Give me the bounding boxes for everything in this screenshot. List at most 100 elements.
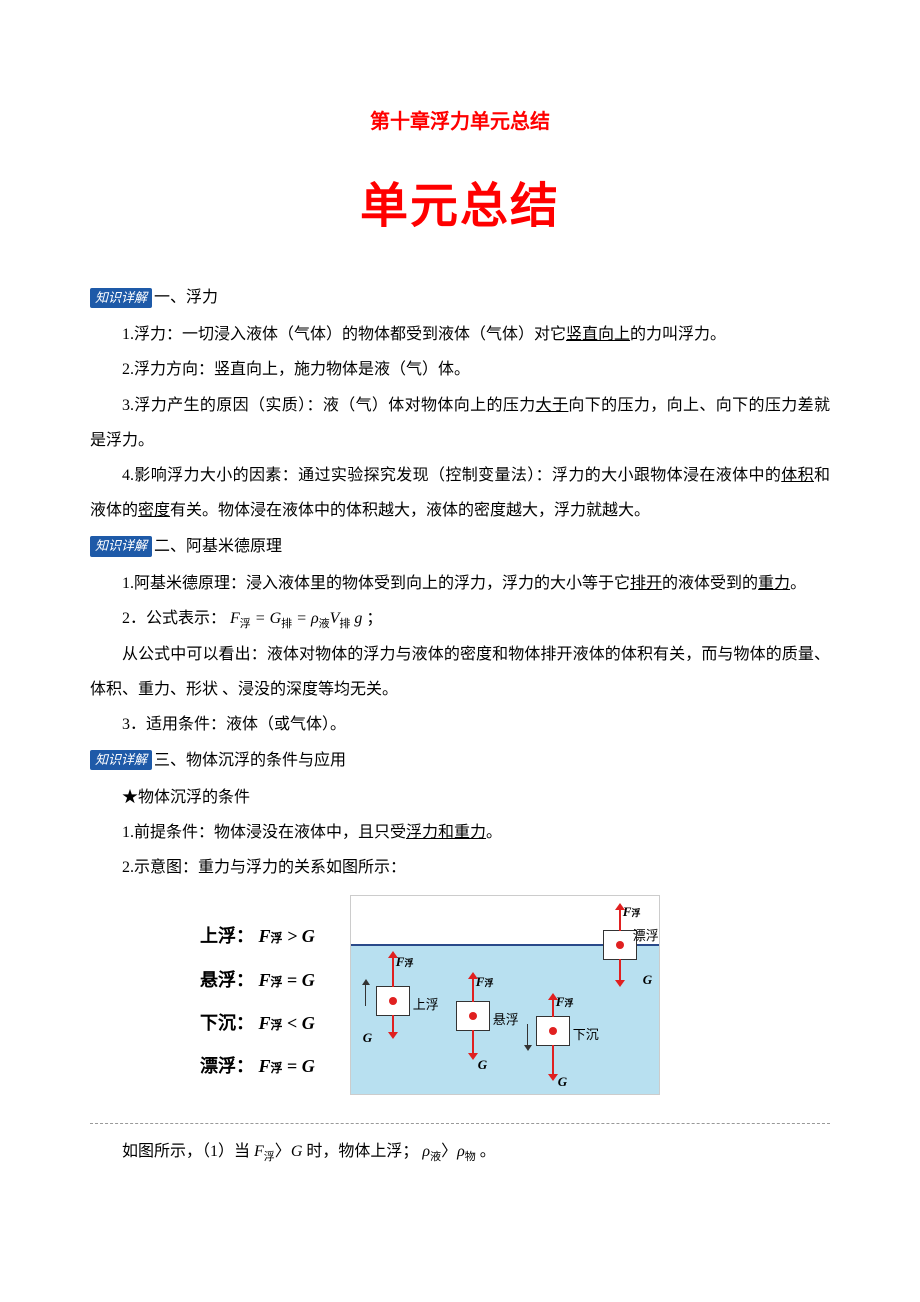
s2-p1: 1.阿基米德原理：浸入液体里的物体受到向上的浮力，浮力的大小等于它排开的液体受到… xyxy=(90,566,830,601)
sub: 浮 xyxy=(271,1061,283,1075)
eq: = xyxy=(292,610,311,627)
var-F: F xyxy=(259,1013,271,1033)
sub: 排 xyxy=(339,618,350,630)
text: 。 xyxy=(790,575,806,592)
box-piaofu xyxy=(603,930,637,960)
label-G: G xyxy=(478,1051,487,1080)
badge-icon: 知识详解 xyxy=(90,288,152,308)
label-piaofu: 漂浮 xyxy=(633,922,659,951)
arrow-up-icon xyxy=(472,978,474,1002)
gt: 〉 xyxy=(441,1143,457,1160)
label-G: G xyxy=(643,966,652,995)
var-V: V xyxy=(330,610,340,627)
section-3-head: 知识详解 三、物体沉浮的条件与应用 xyxy=(90,743,346,778)
var-F: F xyxy=(259,926,271,946)
s1-p4: 4.影响浮力大小的因素：通过实验探究发现（控制变量法）：浮力的大小跟物体浸在液体… xyxy=(90,458,830,528)
label: 上浮： xyxy=(200,926,254,946)
badge-icon: 知识详解 xyxy=(90,536,152,556)
rel: > xyxy=(287,926,297,946)
relation-xuanfu: 悬浮： F浮 = G xyxy=(200,959,315,1002)
label: 悬浮： xyxy=(200,970,254,990)
section-3-title: 三、物体沉浮的条件与应用 xyxy=(154,743,346,778)
arrow-up-icon xyxy=(619,909,621,931)
sub: 排 xyxy=(281,618,292,630)
underline: 大于 xyxy=(536,397,569,414)
text: 的力叫浮力。 xyxy=(630,326,726,343)
var-G: G xyxy=(302,1013,315,1033)
s1-p2: 2.浮力方向：竖直向上，施力物体是液（气）体。 xyxy=(90,352,830,387)
sub: 液 xyxy=(319,618,330,630)
arrow-up-icon xyxy=(392,957,394,987)
var-rho: ρ xyxy=(457,1143,465,1160)
label-G: G xyxy=(558,1068,567,1097)
s3-p1: 1.前提条件：物体浸没在液体中，且只受浮力和重力。 xyxy=(90,815,830,850)
var-G: G xyxy=(270,610,282,627)
motion-arrow-down-icon xyxy=(527,1024,529,1046)
sub: 浮 xyxy=(271,931,283,945)
label: 下沉： xyxy=(200,1013,254,1033)
text: 时，物体上浮； xyxy=(306,1143,418,1160)
sub: 液 xyxy=(430,1151,441,1163)
s2-p2: 2．公式表示： F浮 = G排 = ρ液V排 g ； xyxy=(90,601,830,636)
rel: = xyxy=(287,1056,297,1076)
text: ； xyxy=(366,610,382,627)
text: 如图所示，（1）当 xyxy=(122,1143,250,1160)
motion-arrow-up-icon xyxy=(365,984,367,1006)
var-F: F xyxy=(254,1143,264,1160)
sub: 浮 xyxy=(271,1018,283,1032)
var-G: G xyxy=(302,926,315,946)
s3-star: ★物体沉浮的条件 xyxy=(90,780,830,815)
badge-icon: 知识详解 xyxy=(90,750,152,770)
var-F: F xyxy=(259,970,271,990)
label-F: F浮 xyxy=(556,988,574,1017)
formula: F浮〉G xyxy=(254,1143,306,1160)
box-xuanfu xyxy=(456,1001,490,1031)
label-G: G xyxy=(363,1024,372,1053)
section-2-title: 二、阿基米德原理 xyxy=(154,529,282,564)
var-G: G xyxy=(302,970,315,990)
s1-p3: 3.浮力产生的原因（实质）：液（气）体对物体向上的压力大于向下的压力，向上、向下… xyxy=(90,388,830,458)
box-shangfu xyxy=(376,986,410,1016)
chapter-title: 第十章浮力单元总结 xyxy=(90,100,830,144)
text: 。 xyxy=(486,824,502,841)
s2-p3: 从公式中可以看出：液体对物体的浮力与液体的密度和物体排开液体的体积有关，而与物体… xyxy=(90,637,830,707)
relation-shangfu: 上浮： F浮 > G xyxy=(200,915,315,958)
underline: 竖直向上 xyxy=(566,326,630,343)
formula: ρ液〉ρ物 xyxy=(422,1143,479,1160)
rel: < xyxy=(287,1013,297,1033)
label-xuanfu: 悬浮 xyxy=(493,1006,519,1035)
gt: 〉 xyxy=(275,1143,291,1160)
underline: 密度 xyxy=(138,502,170,519)
diagram-figure: F浮 G 上浮 F浮 G 悬浮 F浮 G 下沉 F浮 G 漂浮 xyxy=(350,895,660,1095)
label-shangfu: 上浮 xyxy=(413,991,439,1020)
arrow-down-icon xyxy=(472,1030,474,1054)
arrow-down-icon xyxy=(619,959,621,981)
var-F: F xyxy=(230,610,240,627)
label-F: F浮 xyxy=(396,948,414,977)
diagram-relations: 上浮： F浮 > G 悬浮： F浮 = G 下沉： F浮 < G 漂浮： F浮 … xyxy=(190,895,325,1108)
eq: = xyxy=(251,610,270,627)
text: 1.阿基米德原理：浸入液体里的物体受到向上的浮力，浮力的大小等于它 xyxy=(122,575,630,592)
label-xiachen: 下沉 xyxy=(573,1021,599,1050)
buoyancy-diagram: 上浮： F浮 > G 悬浮： F浮 = G 下沉： F浮 < G 漂浮： F浮 … xyxy=(190,895,830,1108)
relation-piaofu: 漂浮： F浮 = G xyxy=(200,1045,315,1088)
sub: 浮 xyxy=(240,618,251,630)
section-1-title: 一、浮力 xyxy=(154,280,218,315)
sub: 物 xyxy=(465,1151,476,1163)
underline: 重力 xyxy=(758,575,790,592)
text: 4.影响浮力大小的因素：通过实验探究发现（控制变量法）：浮力的大小跟物体浸在液体… xyxy=(122,467,781,484)
bottom-line: 如图所示，（1）当 F浮〉G 时，物体上浮； ρ液〉ρ物 。 xyxy=(90,1134,830,1169)
underline: 浮力和重力 xyxy=(406,824,486,841)
center-dot xyxy=(549,1027,557,1035)
formula: F浮 = G排 = ρ液V排 g xyxy=(230,610,366,627)
text: 的液体受到的 xyxy=(662,575,758,592)
text: 1.前提条件：物体浸没在液体中，且只受 xyxy=(122,824,406,841)
underline: 排开 xyxy=(630,575,662,592)
center-dot xyxy=(469,1012,477,1020)
text: 3.浮力产生的原因（实质）：液（气）体对物体向上的压力 xyxy=(122,397,536,414)
var-g: g xyxy=(350,610,362,627)
section-1-head: 知识详解 一、浮力 xyxy=(90,280,218,315)
unit-summary-title: 单元总结 xyxy=(90,154,830,260)
label-F: F浮 xyxy=(476,968,494,997)
divider xyxy=(90,1123,830,1134)
